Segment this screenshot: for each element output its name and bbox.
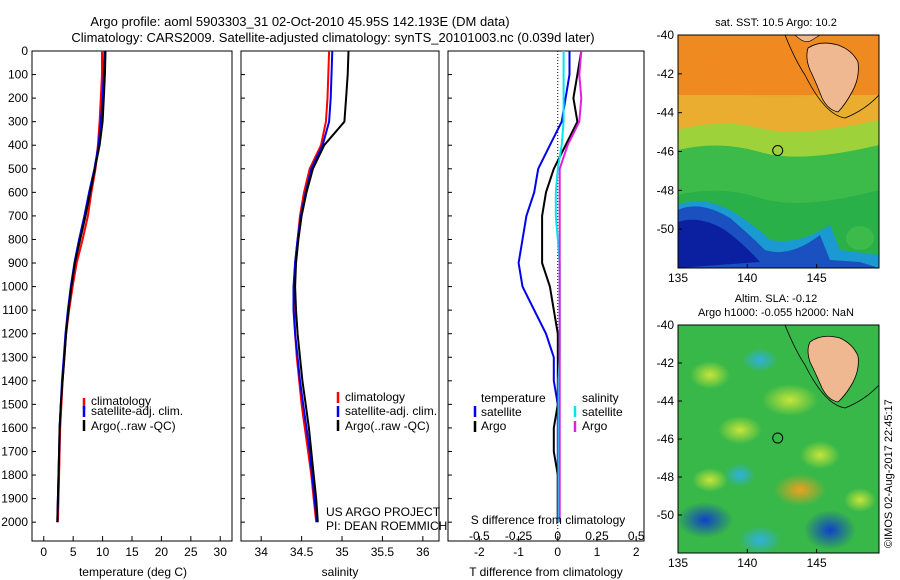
depth-tick-label: 1200: [1, 327, 28, 341]
s-difference-tick-label: 0.25: [585, 529, 609, 543]
legend-argo: Argo(..raw -QC): [91, 419, 176, 433]
depth-tick-label: 600: [8, 185, 28, 199]
sal-legend-argo: Argo(..raw -QC): [345, 419, 430, 433]
depth-tick-label: 400: [8, 138, 28, 152]
difference-plot-frame: [447, 50, 645, 542]
sla-map-ytick-label: -50: [657, 508, 675, 522]
temperature-xtick-label: 0: [40, 545, 47, 559]
sla-map-title: Altim. SLA: -0.12: [735, 293, 818, 305]
sst-map-ytick-label: -50: [657, 222, 675, 236]
temperature-xlabel: temperature (deg C): [79, 565, 187, 579]
depth-tick-label: 0: [21, 44, 28, 58]
temperature-xtick-label: 10: [96, 545, 110, 559]
sst-map-xtick-label: 135: [668, 271, 688, 285]
sla-map-ytick-label: -48: [657, 470, 675, 484]
depth-tick-label: 100: [8, 68, 28, 82]
copyright-side-label: ©IMOS 02-Aug-2017 22:45:17: [883, 399, 895, 548]
depth-tick-label: 1700: [1, 444, 28, 458]
sst-map-ytick-label: -46: [657, 145, 675, 159]
salinity-series-argo-raw-qc-: [294, 50, 350, 523]
difference-xtick-label: -1: [513, 545, 524, 559]
salinity-xtick-label: 35.5: [371, 545, 395, 559]
salinity-xtick-label: 34.5: [290, 545, 314, 559]
temperature-series-argo-raw-qc-: [56, 50, 107, 523]
depth-tick-label: 1000: [1, 280, 28, 294]
salinity-xlabel: salinity: [322, 565, 359, 579]
salinity-plot-frame: [240, 50, 440, 542]
salinity-series-satellite-adj-clim-: [292, 50, 334, 523]
sla-map-xtick-label: 145: [807, 556, 827, 570]
depth-tick-label: 1400: [1, 374, 28, 388]
diff-legend-salinity-title: salinity: [582, 391, 619, 405]
sst-map-argo-position-marker: [772, 145, 784, 157]
depth-tick-label: 500: [8, 162, 28, 176]
salinity-xtick-label: 34: [255, 545, 269, 559]
temperature-xtick-label: 15: [125, 545, 139, 559]
sla-map-ytick-label: -44: [657, 394, 675, 408]
header-line1: Argo profile: aoml 5903303_31 02-Oct-201…: [90, 14, 509, 29]
depth-tick-label: 700: [8, 209, 28, 223]
depth-tick-label: 1900: [1, 492, 28, 506]
legend-climatology: climatology: [91, 394, 151, 408]
depth-tick-label: 900: [8, 256, 28, 270]
s-difference-tick-label: 0.5: [628, 529, 645, 543]
sst-map-title: sat. SST: 10.5 Argo: 10.2: [715, 17, 837, 29]
sst-map-xtick-label: 145: [807, 271, 827, 285]
sal-legend-climatology: climatology: [345, 390, 405, 404]
annotation-pi: PI: DEAN ROEMMICH: [326, 519, 447, 533]
sst-map-xtick-label: 140: [737, 271, 757, 285]
sla-map-ytick-label: -46: [657, 432, 675, 446]
sla-map-xtick-label: 140: [737, 556, 757, 570]
temperature-plot-frame: [31, 50, 233, 542]
sst-map-ytick-label: -42: [657, 67, 675, 81]
sst-map-ytick-label: -44: [657, 106, 675, 120]
sst-map-ytick-label: -48: [657, 183, 675, 197]
sla-map-xtick-label: 135: [668, 556, 688, 570]
difference-xlabel-top: S difference from climatology: [471, 513, 626, 527]
depth-tick-label: 1100: [2, 303, 28, 317]
sst-map-ytick-label: -40: [657, 28, 675, 42]
salinity-xtick-label: 36: [416, 545, 430, 559]
s-difference-tick-label: 0: [554, 529, 561, 543]
s-difference-tick-label: -0.5: [469, 529, 490, 543]
difference-xtick-label: -2: [474, 545, 485, 559]
s-difference-tick-label: -0.25: [505, 529, 533, 543]
depth-tick-label: 1500: [1, 397, 28, 411]
depth-tick-label: 300: [8, 115, 28, 129]
diff-legend-temperature-title: temperature: [481, 391, 546, 405]
difference-xtick-label: 0: [554, 545, 561, 559]
difference-xtick-label: 2: [633, 545, 640, 559]
temperature-xtick-label: 20: [155, 545, 169, 559]
difference-xlabel: T difference from climatology: [469, 565, 623, 579]
diff-legend-t-argo: Argo: [481, 419, 507, 433]
difference-series-temperature-argo: [541, 50, 583, 523]
header-line2: Climatology: CARS2009. Satellite-adjuste…: [71, 30, 594, 45]
depth-tick-label: 1600: [1, 421, 28, 435]
temperature-xtick-label: 5: [70, 545, 77, 559]
difference-series-salinity-argo: [558, 50, 583, 523]
sla-map-subtitle: Argo h1000: -0.055 h2000: NaN: [698, 307, 854, 319]
temperature-xtick-label: 25: [184, 545, 198, 559]
annotation-project: US ARGO PROJECT: [326, 505, 441, 519]
sla-map-image: [678, 325, 879, 553]
sla-map-ytick-label: -40: [657, 318, 675, 332]
diff-legend-t-satellite: satellite: [481, 405, 522, 419]
depth-tick-label: 1800: [1, 468, 28, 482]
legend-satellite: satellite-adj. clim.: [91, 404, 183, 418]
sal-legend-satellite: satellite-adj. clim.: [345, 404, 437, 418]
depth-tick-label: 1300: [1, 350, 28, 364]
diff-legend-s-argo: Argo: [582, 419, 608, 433]
sla-map-ytick-label: -42: [657, 356, 675, 370]
sla-map-argo-position-marker: [772, 432, 784, 444]
difference-xtick-label: 1: [594, 545, 601, 559]
depth-tick-label: 2000: [1, 515, 28, 529]
salinity-xtick-label: 35: [335, 545, 349, 559]
diff-legend-s-satellite: satellite: [582, 405, 623, 419]
sst-map-image: [678, 35, 879, 268]
depth-tick-label: 800: [8, 232, 28, 246]
temperature-xtick-label: 30: [214, 545, 228, 559]
depth-tick-label: 200: [8, 91, 28, 105]
